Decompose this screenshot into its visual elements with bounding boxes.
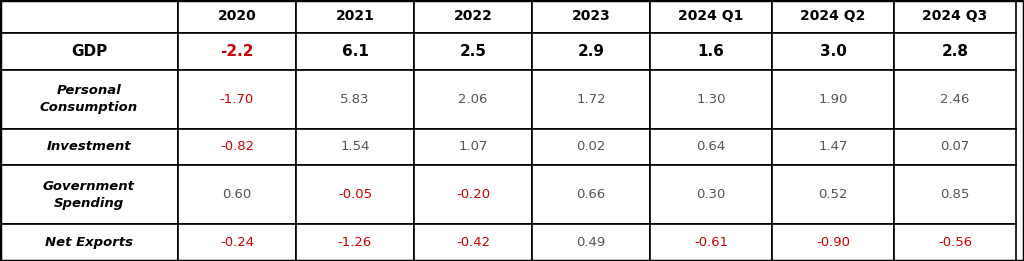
Bar <box>178 224 296 261</box>
Bar <box>894 129 1016 165</box>
Bar <box>178 165 296 224</box>
Bar <box>414 0 532 33</box>
Bar <box>414 33 532 70</box>
Text: Personal
Consumption: Personal Consumption <box>40 84 138 114</box>
Text: 0.07: 0.07 <box>940 140 970 153</box>
Bar <box>178 129 296 165</box>
Text: 2024 Q2: 2024 Q2 <box>801 9 865 23</box>
Text: 6.1: 6.1 <box>342 44 369 59</box>
Text: -0.24: -0.24 <box>220 236 254 249</box>
Text: 1.07: 1.07 <box>459 140 487 153</box>
Text: 0.60: 0.60 <box>222 188 252 201</box>
Text: Net Exports: Net Exports <box>45 236 133 249</box>
Bar <box>532 165 650 224</box>
Text: -0.20: -0.20 <box>456 188 490 201</box>
Bar <box>772 224 894 261</box>
Bar <box>414 129 532 165</box>
Bar <box>650 33 772 70</box>
Bar <box>650 70 772 129</box>
Text: -1.26: -1.26 <box>338 236 372 249</box>
Text: Government
Spending: Government Spending <box>43 180 135 210</box>
Text: -0.61: -0.61 <box>694 236 728 249</box>
Bar <box>532 70 650 129</box>
Bar <box>772 0 894 33</box>
Text: -2.2: -2.2 <box>220 44 254 59</box>
Bar <box>894 0 1016 33</box>
Bar <box>0 0 178 33</box>
Text: 0.64: 0.64 <box>696 140 726 153</box>
Bar <box>532 224 650 261</box>
Text: 0.52: 0.52 <box>818 188 848 201</box>
Text: -1.70: -1.70 <box>220 93 254 106</box>
Bar <box>772 165 894 224</box>
Bar <box>0 165 178 224</box>
Text: 1.47: 1.47 <box>818 140 848 153</box>
Bar <box>894 70 1016 129</box>
Text: -0.56: -0.56 <box>938 236 972 249</box>
Bar <box>414 224 532 261</box>
Text: -0.42: -0.42 <box>456 236 490 249</box>
Text: 2020: 2020 <box>218 9 256 23</box>
Text: -0.82: -0.82 <box>220 140 254 153</box>
Text: 0.49: 0.49 <box>577 236 605 249</box>
Bar <box>0 33 178 70</box>
Text: 1.30: 1.30 <box>696 93 726 106</box>
Bar <box>296 224 414 261</box>
Bar <box>296 70 414 129</box>
Text: 3.0: 3.0 <box>819 44 847 59</box>
Text: 1.72: 1.72 <box>577 93 606 106</box>
Bar <box>0 70 178 129</box>
Bar <box>296 33 414 70</box>
Text: 2.46: 2.46 <box>940 93 970 106</box>
Bar <box>0 129 178 165</box>
Bar <box>296 0 414 33</box>
Bar <box>178 0 296 33</box>
Text: Investment: Investment <box>47 140 131 153</box>
Text: GDP: GDP <box>71 44 108 59</box>
Text: 5.83: 5.83 <box>340 93 370 106</box>
Text: 0.85: 0.85 <box>940 188 970 201</box>
Text: 2024 Q3: 2024 Q3 <box>923 9 987 23</box>
Text: 2.9: 2.9 <box>578 44 604 59</box>
Bar <box>894 33 1016 70</box>
Bar <box>296 129 414 165</box>
Text: -0.90: -0.90 <box>816 236 850 249</box>
Bar <box>296 165 414 224</box>
Bar <box>178 33 296 70</box>
Bar <box>532 33 650 70</box>
Text: 0.66: 0.66 <box>577 188 605 201</box>
Bar <box>650 129 772 165</box>
Text: 1.90: 1.90 <box>818 93 848 106</box>
Bar <box>650 165 772 224</box>
Bar <box>414 165 532 224</box>
Text: 2.8: 2.8 <box>941 44 969 59</box>
Bar <box>532 0 650 33</box>
Bar <box>532 129 650 165</box>
Text: 0.02: 0.02 <box>577 140 605 153</box>
Bar <box>414 70 532 129</box>
Bar <box>894 165 1016 224</box>
Bar <box>650 0 772 33</box>
Text: 1.6: 1.6 <box>697 44 724 59</box>
Bar <box>772 70 894 129</box>
Text: 2.5: 2.5 <box>460 44 486 59</box>
Text: 0.30: 0.30 <box>696 188 726 201</box>
Bar <box>650 224 772 261</box>
Text: 2024 Q1: 2024 Q1 <box>678 9 743 23</box>
Bar <box>894 224 1016 261</box>
Bar <box>178 70 296 129</box>
Text: 1.54: 1.54 <box>340 140 370 153</box>
Text: 2023: 2023 <box>571 9 610 23</box>
Bar <box>0 224 178 261</box>
Bar <box>772 129 894 165</box>
Text: 2.06: 2.06 <box>459 93 487 106</box>
Text: -0.05: -0.05 <box>338 188 372 201</box>
Bar <box>772 33 894 70</box>
Text: 2021: 2021 <box>336 9 375 23</box>
Text: 2022: 2022 <box>454 9 493 23</box>
